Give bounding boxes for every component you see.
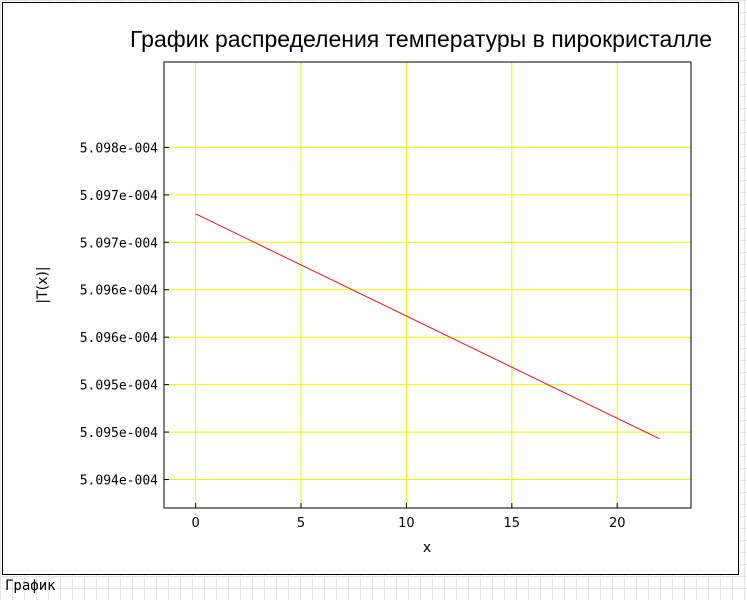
y-tick-label-4: 5.096e-004 — [80, 284, 158, 299]
figure-window: График распределения температуры в пирок… — [2, 2, 739, 575]
y-tick-label-1: 5.095e-004 — [80, 426, 158, 441]
x-tick-label-4: 20 — [609, 516, 626, 531]
x-tick-label-0: 0 — [191, 516, 199, 531]
y-axis-label: |T(x)| — [35, 266, 51, 303]
figure-caption: График — [5, 578, 56, 594]
x-axis-label: x — [423, 540, 431, 556]
x-tick-label-3: 15 — [504, 516, 521, 531]
series-layer — [195, 213, 660, 440]
x-tick-label-2: 10 — [398, 516, 415, 531]
chart: График распределения температуры в пирок… — [35, 26, 712, 556]
y-tick-label-5: 5.097e-004 — [80, 236, 158, 251]
series-line-0 — [195, 213, 660, 440]
ticks: 0 5 10 15 20 5.094e-004 5.095e-004 5.095e-004 5.… — [80, 141, 626, 531]
chart-title: График распределения температуры в пирок… — [130, 26, 712, 52]
plot-frame — [163, 61, 692, 509]
grid — [164, 62, 691, 508]
y-tick-label-7: 5.098e-004 — [80, 141, 158, 156]
y-tick-label-2: 5.095e-004 — [80, 379, 158, 394]
y-tick-label-0: 5.094e-004 — [80, 474, 158, 489]
y-tick-label-3: 5.096e-004 — [80, 331, 158, 346]
y-tick-label-6: 5.097e-004 — [80, 189, 158, 204]
x-tick-label-1: 5 — [297, 516, 305, 531]
plot-area — [164, 62, 691, 508]
